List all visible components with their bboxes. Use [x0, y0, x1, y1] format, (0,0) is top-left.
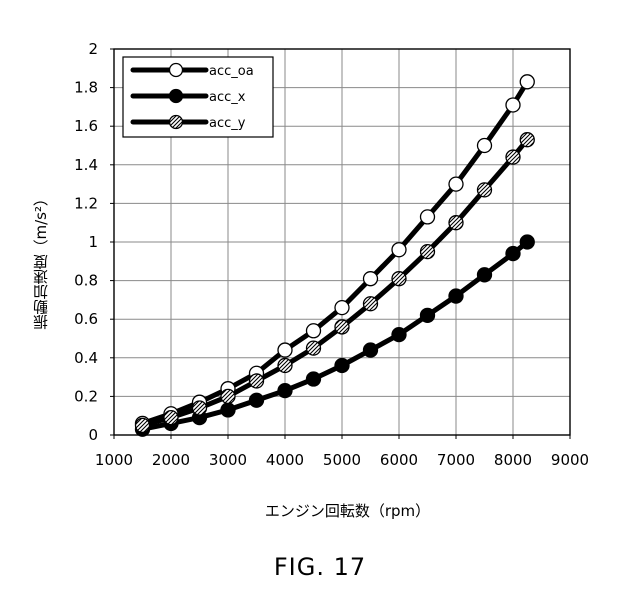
y-tick-label-1: 0.2	[74, 387, 98, 405]
point-acc_x-5	[278, 384, 292, 398]
point-acc_x-13	[506, 247, 520, 261]
point-acc_x-4	[250, 393, 264, 407]
x-tick-label-3: 4000	[266, 451, 304, 469]
point-acc_x-10	[421, 308, 435, 322]
point-acc_y-3	[221, 389, 235, 403]
y-tick-label-4: 0.8	[74, 272, 98, 290]
y-tick-label-6: 1.2	[74, 194, 98, 212]
legend-marker-acc_oa	[170, 64, 183, 77]
point-acc_y-11	[449, 216, 463, 230]
y-tick-label-10: 2	[88, 40, 98, 58]
point-acc_x-3	[221, 403, 235, 417]
point-acc_x-12	[478, 268, 492, 282]
y-axis-label-wrap: 振動加速度（m/s²）	[28, 140, 52, 380]
point-acc_oa-12	[478, 139, 492, 153]
point-acc_y-10	[421, 245, 435, 259]
legend: acc_oa acc_x acc_y	[123, 57, 273, 137]
point-acc_y-8	[364, 297, 378, 311]
point-acc_oa-5	[278, 343, 292, 357]
point-acc_y-9	[392, 272, 406, 286]
y-tick-label-8: 1.6	[74, 117, 98, 135]
y-axis-label: 振動加速度（m/s²）	[30, 191, 51, 330]
point-acc_x-8	[364, 343, 378, 357]
point-acc_y-0	[136, 418, 150, 432]
x-tick-label-8: 9000	[551, 451, 589, 469]
point-acc_x-11	[449, 289, 463, 303]
figure-caption: FIG. 17	[0, 553, 640, 581]
legend-label-acc_oa: acc_oa	[209, 64, 254, 79]
x-axis-label: エンジン回転数（rpm）	[120, 500, 575, 521]
point-acc_x-9	[392, 328, 406, 342]
x-tick-label-1: 2000	[152, 451, 190, 469]
x-tick-label-4: 5000	[323, 451, 361, 469]
x-tick-label-7: 8000	[494, 451, 532, 469]
point-acc_oa-11	[449, 177, 463, 191]
y-tick-label-3: 0.6	[74, 310, 98, 328]
point-acc_oa-8	[364, 272, 378, 286]
point-acc_x-14	[520, 235, 534, 249]
point-acc_y-6	[307, 341, 321, 355]
point-acc_y-12	[478, 183, 492, 197]
point-acc_oa-13	[506, 98, 520, 112]
point-acc_x-7	[335, 359, 349, 373]
point-acc_y-1	[164, 411, 178, 425]
point-acc_oa-7	[335, 301, 349, 315]
x-tick-label-5: 6000	[380, 451, 418, 469]
legend-marker-acc_y	[170, 116, 183, 129]
y-tick-label-0: 0	[88, 426, 98, 444]
point-acc_oa-6	[307, 324, 321, 338]
x-tick-label-2: 3000	[209, 451, 247, 469]
legend-marker-acc_x	[170, 90, 183, 103]
y-tick-label-9: 1.8	[74, 79, 98, 97]
x-tick-label-0: 1000	[95, 451, 133, 469]
point-acc_oa-10	[421, 210, 435, 224]
y-tick-label-7: 1.4	[74, 156, 98, 174]
point-acc_oa-14	[520, 75, 534, 89]
point-acc_x-6	[307, 372, 321, 386]
legend-label-acc_y: acc_y	[209, 116, 246, 131]
point-acc_oa-9	[392, 243, 406, 257]
legend-label-acc_x: acc_x	[209, 90, 246, 105]
x-tick-label-6: 7000	[437, 451, 475, 469]
point-acc_y-13	[506, 150, 520, 164]
point-acc_y-7	[335, 320, 349, 334]
y-tick-label-5: 1	[88, 233, 98, 251]
y-tick-label-2: 0.4	[74, 349, 98, 367]
point-acc_y-4	[250, 374, 264, 388]
point-acc_y-14	[520, 133, 534, 147]
point-acc_y-5	[278, 359, 292, 373]
point-acc_y-2	[193, 401, 207, 415]
